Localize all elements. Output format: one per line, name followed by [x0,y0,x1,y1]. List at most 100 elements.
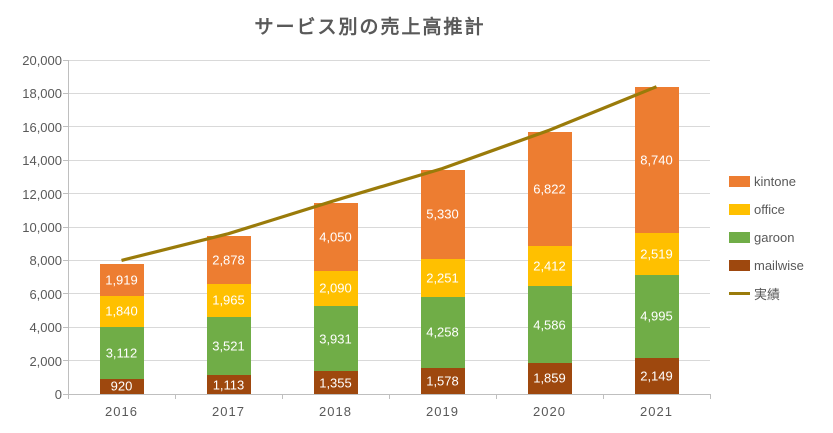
gridline [68,126,710,128]
y-axis-tick [63,360,68,362]
legend-label: 実績 [754,286,781,302]
x-axis-tick [67,394,69,399]
data-label-kintone: 8,740 [640,152,673,168]
gridline [68,159,710,161]
y-tick-label: 14,000 [22,153,62,169]
y-axis-tick [63,226,68,228]
y-tick-label: 4,000 [29,320,62,336]
y-tick-label: 6,000 [29,286,62,302]
y-axis [67,60,69,394]
bar-segment-kintone: 5,330 [420,169,465,259]
legend-label: kintone [754,173,796,189]
bar-segment-office: 1,840 [99,295,144,327]
data-label-kintone: 2,878 [212,252,245,268]
data-label-garoon: 3,112 [105,345,138,361]
data-label-mailwise: 1,113 [212,377,245,393]
bar-segment-garoon: 3,931 [313,305,358,372]
y-axis-tick [63,159,68,161]
x-axis-tick [709,394,711,399]
bar-segment-office: 2,412 [527,246,572,287]
gridline [68,59,710,61]
bar-segment-mailwise: 2,149 [634,358,679,394]
x-axis-tick [602,394,604,399]
legend-label: office [754,201,785,217]
data-label-garoon: 4,995 [640,308,673,324]
bar-segment-kintone: 6,822 [527,132,572,247]
bar-segment-office: 2,090 [313,270,358,306]
bar-segment-kintone: 2,878 [206,235,251,284]
x-tick-label: 2017 [212,404,245,419]
y-axis-tick [63,126,68,128]
legend-color-swatch [729,259,750,271]
y-tick-label: 20,000 [22,53,62,68]
data-label-office: 1,840 [105,303,138,319]
bar-segment-mailwise: 920 [99,378,144,394]
y-tick-label: 2,000 [29,353,62,369]
data-label-garoon: 4,586 [533,317,566,333]
y-tick-label: 10,000 [22,220,62,235]
data-label-mailwise: 920 [110,378,133,394]
x-axis-tick [281,394,283,399]
bar-segment-garoon: 4,586 [527,286,572,363]
legend-color-swatch [729,231,750,243]
data-label-kintone: 1,919 [105,272,138,288]
legend-color-swatch [729,175,750,187]
legend-item-garoon: garoon [729,223,804,251]
bar-segment-mailwise: 1,859 [527,362,572,394]
bar-segment-kintone: 1,919 [99,263,144,296]
data-label-mailwise: 1,355 [319,375,352,391]
data-label-garoon: 4,258 [426,324,459,340]
data-label-mailwise: 2,149 [640,368,673,384]
data-label-office: 2,251 [426,270,459,286]
bar-segment-kintone: 4,050 [313,203,358,271]
y-axis-tick [63,293,68,295]
x-tick-label: 2019 [426,404,459,419]
x-tick-label: 2021 [640,404,673,419]
x-axis-tick [174,394,176,399]
data-label-kintone: 4,050 [319,229,352,245]
legend-item-mailwise: mailwise [729,251,804,279]
y-axis-tick [63,326,68,328]
y-axis-tick [63,393,68,395]
data-label-office: 2,412 [533,258,566,274]
data-label-kintone: 6,822 [533,181,566,197]
legend-item-kintone: kintone [729,167,804,195]
bar-segment-garoon: 3,112 [99,326,144,379]
gridline [68,293,710,295]
legend-color-swatch [729,203,750,215]
y-tick-label: 0 [54,387,62,402]
bar-segment-mailwise: 1,355 [313,371,358,394]
x-axis-tick [495,394,497,399]
chart-title: サービス別の売上高推計 [254,17,486,38]
legend: kintone office garoon mailwise 実績 [729,167,804,307]
y-axis-tick [63,59,68,61]
y-tick-label: 16,000 [22,119,62,135]
gridline [68,92,710,94]
gridline [68,193,710,195]
bar-segment-kintone: 8,740 [634,86,679,233]
data-label-garoon: 3,931 [319,331,352,347]
bar-segment-mailwise: 1,578 [420,367,465,394]
data-label-garoon: 3,521 [212,338,245,354]
y-axis-tick [63,259,68,261]
data-label-kintone: 5,330 [426,206,459,222]
x-tick-label: 2016 [105,404,138,419]
bar-segment-garoon: 4,258 [420,296,465,368]
gridline [68,259,710,261]
legend-label: mailwise [754,257,804,273]
gridline [68,360,710,362]
legend-item-actual: 実績 [729,279,804,307]
data-label-office: 1,965 [212,292,245,308]
data-label-mailwise: 1,578 [426,373,459,389]
data-label-mailwise: 1,859 [533,370,566,386]
legend-item-office: office [729,195,804,223]
legend-label: garoon [754,229,795,245]
bar-segment-garoon: 4,995 [634,274,679,359]
bar-segment-mailwise: 1,113 [206,375,251,394]
y-tick-label: 12,000 [22,186,62,202]
gridline [68,326,710,328]
data-label-office: 2,090 [319,280,352,296]
bar-segment-office: 2,519 [634,232,679,275]
